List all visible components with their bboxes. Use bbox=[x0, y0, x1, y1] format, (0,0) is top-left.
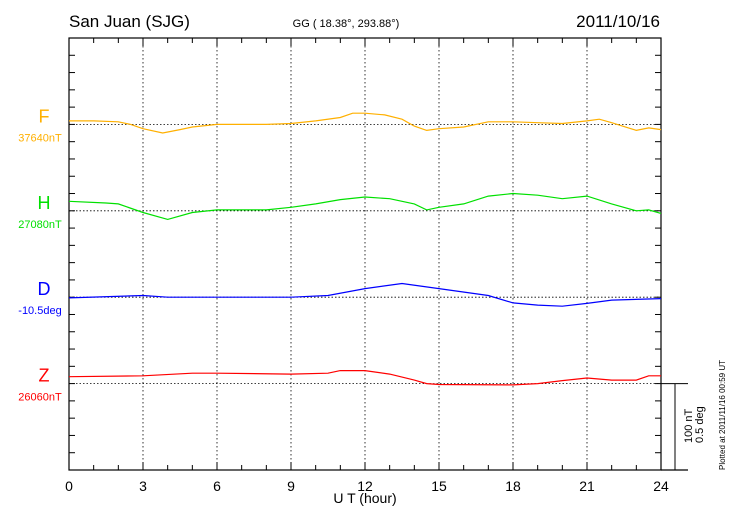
x-tick-label: 24 bbox=[653, 478, 669, 494]
series-name-h: H bbox=[38, 193, 51, 213]
series-labels: F 37640nT H 27080nT D -10.5deg Z 26060nT bbox=[18, 106, 62, 403]
scale-bar-deg-label: 0.5 deg bbox=[694, 406, 706, 443]
series-group bbox=[68, 112, 662, 386]
station-title: San Juan (SJG) bbox=[69, 12, 190, 31]
x-tick-label: 15 bbox=[431, 478, 447, 494]
baseline-label-z: 26060nT bbox=[18, 392, 62, 404]
x-axis-label: U T (hour) bbox=[333, 490, 396, 506]
x-tick-label: 3 bbox=[139, 478, 147, 494]
grid bbox=[69, 38, 661, 470]
baseline-label-d: -10.5deg bbox=[18, 305, 61, 317]
x-tick-label: 18 bbox=[505, 478, 521, 494]
x-tick-label: 6 bbox=[213, 478, 221, 494]
coordinates-label: GG ( 18.38°, 293.88°) bbox=[293, 18, 400, 30]
series-line-d bbox=[68, 282, 662, 307]
x-tick-label: 21 bbox=[579, 478, 595, 494]
x-tick-label: 0 bbox=[65, 478, 73, 494]
plotted-at-label: Plotted at 2011/11/16 00:59 UT bbox=[718, 360, 727, 470]
series-line-h bbox=[68, 192, 662, 221]
series-name-f: F bbox=[39, 106, 50, 126]
baseline-label-h: 27080nT bbox=[18, 219, 62, 231]
scale-bar-nt-label: 100 nT bbox=[683, 408, 695, 443]
series-name-z: Z bbox=[39, 366, 50, 386]
x-tick-label: 9 bbox=[287, 478, 295, 494]
x-tick-label: 12 bbox=[357, 478, 373, 494]
axes: 0 3 6 9 12 15 18 21 24 bbox=[65, 37, 688, 494]
baseline-label-f: 37640nT bbox=[18, 132, 62, 144]
date-label: 2011/10/16 bbox=[576, 12, 660, 31]
series-line-f bbox=[69, 112, 662, 134]
series-name-d: D bbox=[38, 279, 51, 299]
series-line-z bbox=[68, 370, 661, 386]
